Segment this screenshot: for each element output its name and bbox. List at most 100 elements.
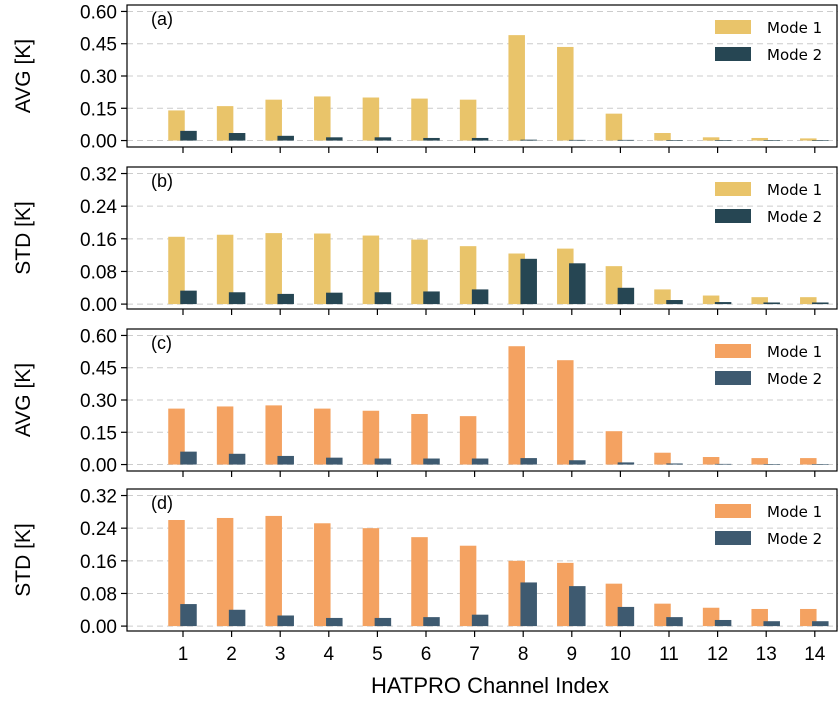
bar-2 <box>569 460 586 465</box>
x-tick-label: 14 <box>804 644 826 665</box>
bar-1 <box>508 35 525 141</box>
bar-2 <box>471 289 489 305</box>
x-tick-label: 1 <box>178 644 189 665</box>
bar-2 <box>374 292 392 305</box>
bar-1 <box>605 431 623 465</box>
y-axis-label: STD [K] <box>12 201 35 275</box>
bar-2 <box>520 258 537 305</box>
bar-2 <box>471 137 489 141</box>
bar-1 <box>702 295 720 305</box>
bar-1 <box>362 528 380 627</box>
bar-2 <box>617 606 635 627</box>
bar-1 <box>557 360 574 465</box>
legend-swatch <box>715 209 751 223</box>
legend-swatch <box>715 531 751 545</box>
bar-2 <box>374 617 392 627</box>
bar-2 <box>423 617 440 627</box>
legend-label: Mode 1 <box>767 503 822 521</box>
panel-d: 0.00 0.08 0.16 0.24 0.32 (d) STD [K] Mode 1 Mode… <box>12 487 838 698</box>
bar-2 <box>326 457 343 465</box>
bar-1 <box>800 138 817 141</box>
bar-2 <box>666 140 683 141</box>
bar-1 <box>265 405 282 465</box>
bar-2 <box>374 458 392 465</box>
panel-a: 0.00 0.15 0.30 0.45 0.60 (a) AVG [K] Mode 1 Mode… <box>12 2 838 153</box>
x-tick-label: 9 <box>567 644 578 665</box>
x-tick-label: 13 <box>756 644 777 665</box>
bar-2 <box>228 453 246 465</box>
bar-2 <box>714 463 732 465</box>
bar-2 <box>666 300 683 305</box>
bar-1 <box>411 413 428 465</box>
bar-1 <box>411 98 428 141</box>
bar-1 <box>168 520 185 627</box>
panel-b: 0.00 0.08 0.16 0.24 0.32 (b) STD [K] Mode 1 Mode… <box>12 165 838 316</box>
bar-1 <box>800 458 817 465</box>
bar-1 <box>314 233 331 305</box>
bar-1 <box>314 523 331 627</box>
y-tick-label: 0.32 <box>80 487 117 508</box>
x-tick-label: 3 <box>275 644 286 665</box>
bar-1 <box>265 515 282 627</box>
panel-label: (d) <box>151 493 173 513</box>
bar-2 <box>812 464 829 465</box>
bar-2 <box>326 137 343 141</box>
axes-frame <box>126 166 838 310</box>
panel-label: (c) <box>151 333 172 353</box>
bar-2 <box>617 287 635 305</box>
bar-1 <box>557 46 574 141</box>
bar-2 <box>277 293 294 305</box>
legend-label: Mode 1 <box>767 343 822 361</box>
bar-1 <box>314 96 331 141</box>
x-tick-label: 11 <box>659 644 679 665</box>
bar-1 <box>314 408 331 465</box>
y-tick-label: 0.00 <box>80 617 117 638</box>
legend-swatch <box>715 20 751 34</box>
bar-2 <box>666 463 683 465</box>
bar-2 <box>423 458 440 465</box>
bar-1 <box>168 408 185 465</box>
bar-1 <box>216 106 234 141</box>
legend-swatch <box>715 344 751 358</box>
bar-2 <box>471 614 489 627</box>
bar-1 <box>751 137 768 141</box>
bar-2 <box>666 617 683 627</box>
bar-1 <box>751 297 768 305</box>
bar-2 <box>617 139 635 141</box>
bar-1 <box>702 457 720 465</box>
bar-2 <box>763 464 780 465</box>
y-tick-label: 0.45 <box>80 35 117 56</box>
legend-swatch <box>715 371 751 385</box>
y-tick-label: 0.30 <box>80 391 117 412</box>
bar-1 <box>168 236 185 305</box>
y-tick-label: 0.15 <box>80 423 117 444</box>
bar-2 <box>812 621 829 627</box>
bar-2 <box>763 302 780 305</box>
bar-2 <box>423 291 440 305</box>
legend-label: Mode 2 <box>767 208 822 226</box>
bar-1 <box>800 297 817 305</box>
legend-label: Mode 1 <box>767 19 822 37</box>
bar-1 <box>216 406 234 465</box>
bar-1 <box>459 99 477 141</box>
bar-1 <box>508 346 525 465</box>
legend-label: Mode 1 <box>767 181 822 199</box>
y-tick-label: 0.60 <box>80 326 117 347</box>
bar-2 <box>228 609 246 627</box>
bar-2 <box>714 140 732 141</box>
y-tick-label: 0.32 <box>80 165 117 186</box>
bar-1 <box>702 137 720 141</box>
y-tick-label: 0.00 <box>80 132 117 153</box>
bar-2 <box>326 292 343 305</box>
y-axis-label: STD [K] <box>12 523 35 597</box>
bar-2 <box>374 137 392 141</box>
x-tick-label: 7 <box>469 644 480 665</box>
bar-2 <box>228 133 246 141</box>
x-axis-label: HATPRO Channel Index <box>371 673 609 698</box>
bar-2 <box>277 615 294 627</box>
bar-1 <box>751 458 768 465</box>
legend-label: Mode 2 <box>767 370 822 388</box>
x-tick-label: 2 <box>226 644 237 665</box>
